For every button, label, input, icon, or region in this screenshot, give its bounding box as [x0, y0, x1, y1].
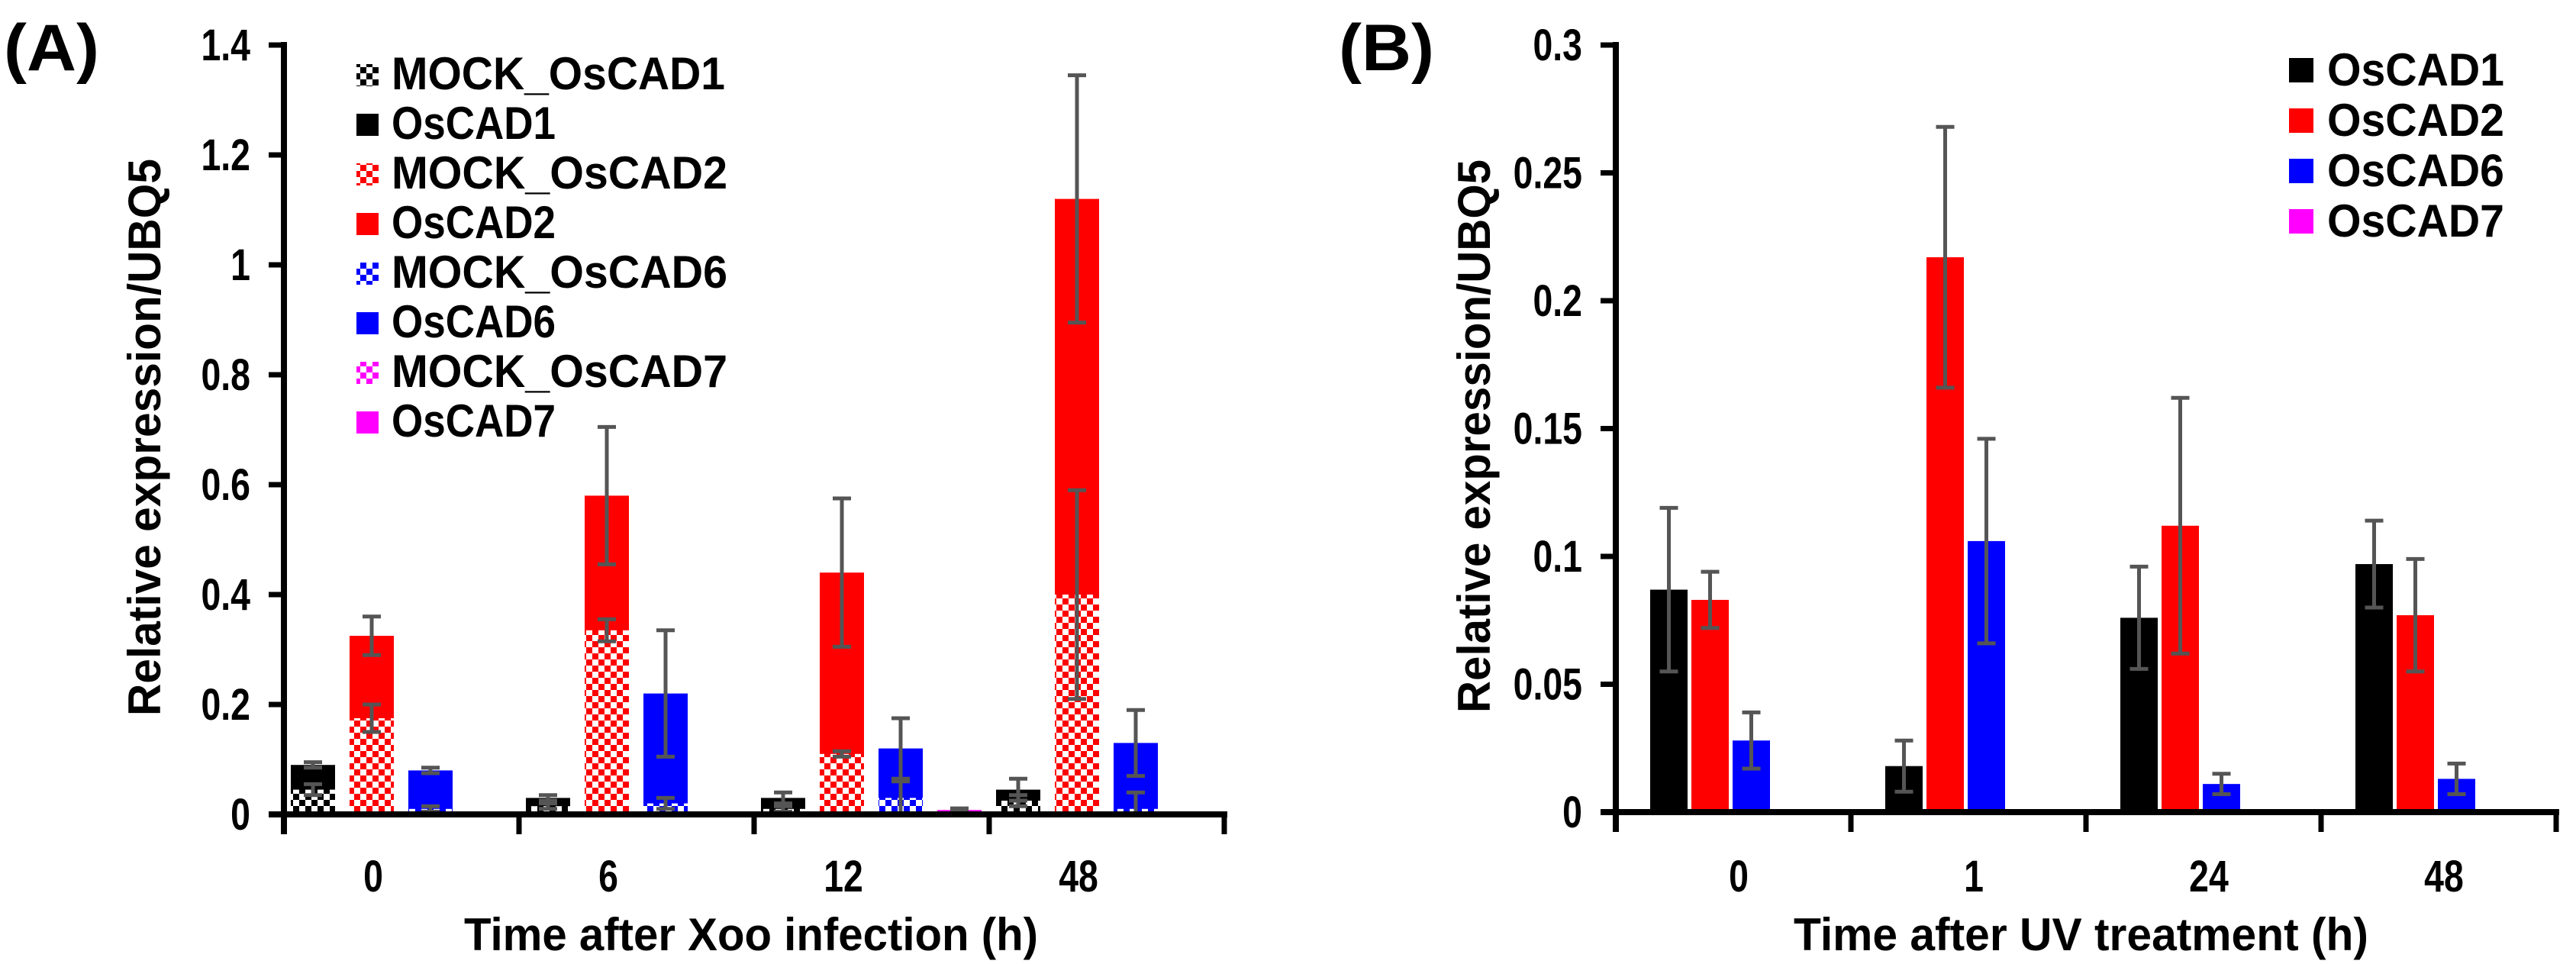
y-tick-label: 0.3: [1533, 21, 1582, 70]
legend-swatch-oscad2: [2289, 108, 2313, 133]
legend-swatch-oscad7: [356, 411, 379, 434]
legend-label: MOCK_OsCAD6: [392, 247, 727, 298]
x-axis-title: Time after UV treatment (h): [1794, 909, 2368, 960]
y-tick-label: 1: [231, 240, 250, 290]
y-tick-label: 0.6: [201, 460, 250, 510]
y-tick-label: 1.2: [201, 131, 250, 180]
x-tick-label: 6: [598, 852, 618, 901]
legend-swatch-oscad7: [2289, 209, 2313, 234]
legend-label: OsCAD2: [392, 197, 556, 248]
legend-label: OsCAD6: [392, 296, 556, 347]
legend-swatch-mock-oscad2: [356, 163, 379, 185]
legend-label: OsCAD1: [392, 98, 556, 149]
bar-mock-oscad2: [820, 753, 864, 814]
x-axis-title: Time after Xoo infection (h): [464, 909, 1038, 960]
x-tick-label: 48: [2424, 852, 2464, 901]
legend-swatch-oscad1: [2289, 58, 2313, 82]
bar-mock-oscad2: [350, 718, 394, 814]
x-tick-label: 24: [2189, 852, 2229, 901]
y-tick-label: 0: [1562, 788, 1582, 837]
y-axis-title: Relative expression/UBQ5: [1449, 160, 1500, 713]
legend-label: OsCAD6: [2327, 145, 2504, 196]
x-tick-label: 12: [824, 852, 863, 901]
legend-swatch-mock-oscad7: [356, 362, 379, 384]
y-tick-label: 0.25: [1514, 149, 1582, 198]
y-tick-label: 0.2: [201, 680, 250, 730]
legend-label: OsCAD1: [2327, 44, 2504, 95]
x-tick-label: 48: [1059, 852, 1098, 901]
panel-label: (B): [1339, 11, 1434, 85]
panel-a-chart: (A) 0 0.2 0.4 0.6 0.8 1 1.2 1.4 0 6 12 48 Time after …: [4, 11, 1227, 960]
y-tick-label: 1.4: [201, 21, 250, 70]
legend-label: MOCK_OsCAD7: [392, 346, 727, 397]
y-tick-label: 0.1: [1533, 532, 1582, 582]
bar-oscad2: [1691, 599, 1729, 812]
y-tick-label: 0.4: [201, 570, 250, 620]
legend-label: MOCK_OsCAD2: [392, 147, 727, 198]
x-tick-label: 0: [1729, 852, 1749, 901]
bar-mock-oscad2: [585, 630, 629, 814]
y-tick-label: 0: [231, 790, 250, 840]
legend-swatch-oscad6: [356, 312, 379, 334]
x-tick-label: 1: [1964, 852, 1984, 901]
y-axis-title: Relative expression/UBQ5: [119, 159, 170, 716]
legend-swatch-oscad6: [2289, 159, 2313, 183]
y-tick-label: 0.15: [1514, 405, 1582, 454]
y-tick-label: 0.2: [1533, 276, 1582, 326]
legend-swatch-mock-oscad6: [356, 263, 379, 285]
y-tick-label: 0.05: [1514, 660, 1582, 710]
legend-label: OsCAD2: [2327, 95, 2504, 146]
x-tick-label: 0: [363, 852, 383, 901]
legend-swatch-oscad2: [356, 213, 379, 235]
panel-label: (A): [4, 11, 99, 85]
legend-swatch-oscad1: [356, 114, 379, 136]
y-tick-label: 0.8: [201, 350, 250, 400]
legend-label: OsCAD7: [392, 395, 556, 447]
legend-swatch-mock-oscad1: [356, 64, 379, 86]
legend-label: MOCK_OsCAD1: [392, 48, 725, 99]
legend-label: OsCAD7: [2327, 195, 2504, 247]
panel-b-chart: (B) 0 0.05 0.1 0.15 0.2 0.25 0.3 0 1 24 48 Time afte…: [1339, 11, 2559, 960]
